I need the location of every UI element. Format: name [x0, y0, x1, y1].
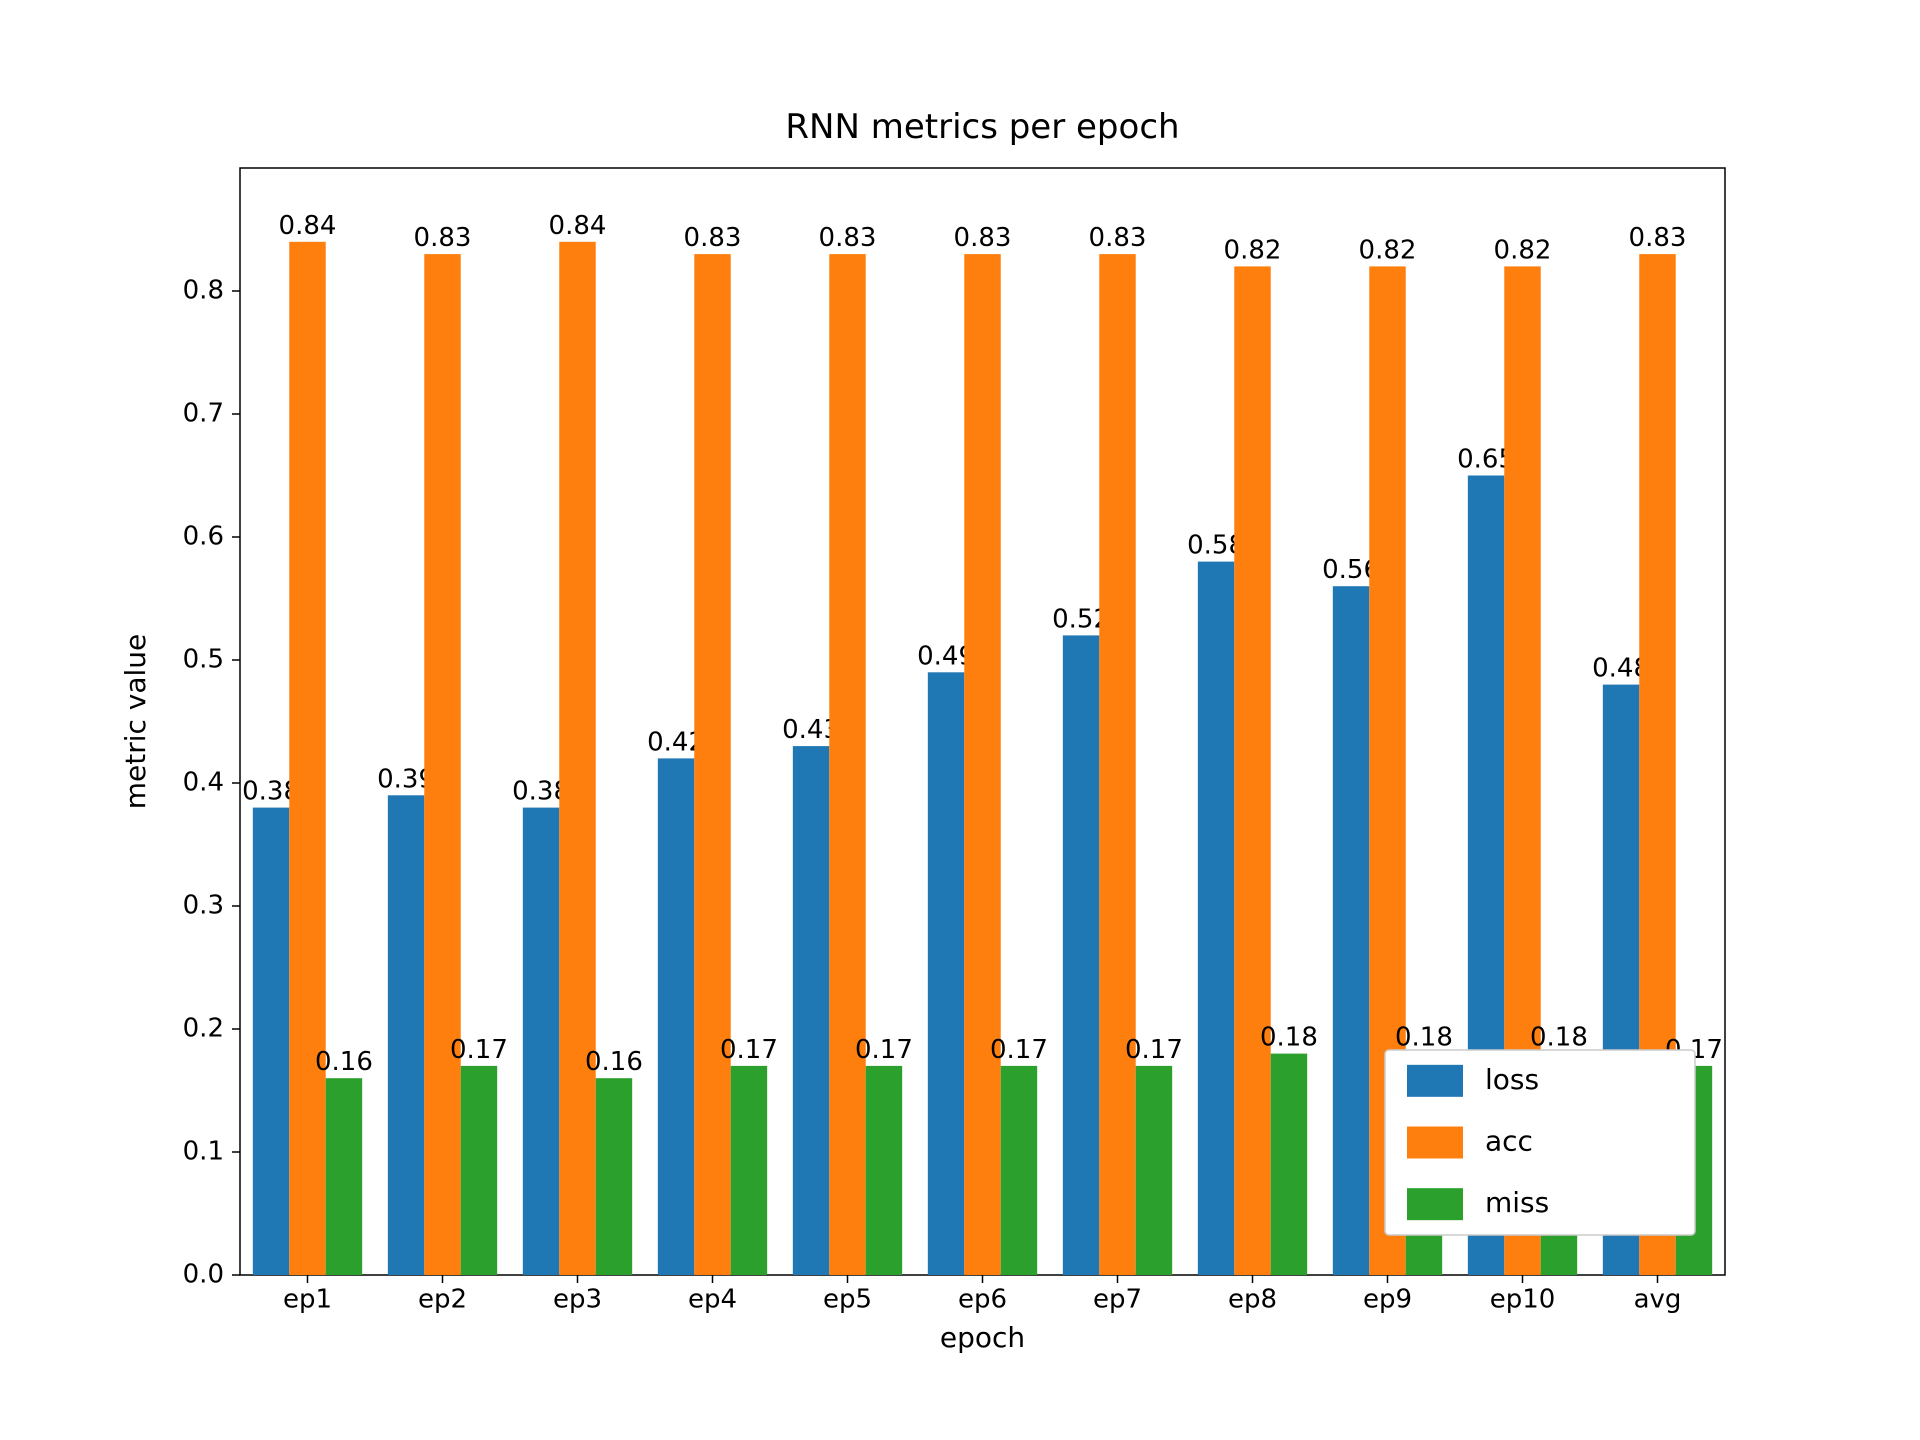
x-tick-label: avg [1634, 1284, 1682, 1314]
bar-value-label-miss: 0.17 [855, 1035, 913, 1065]
y-tick-label: 0.1 [183, 1137, 224, 1167]
bar-loss [1198, 562, 1234, 1275]
bar-acc [289, 242, 325, 1275]
y-tick-label: 0.0 [183, 1260, 224, 1290]
bar-miss [596, 1078, 632, 1275]
bar-loss [253, 808, 289, 1275]
bar-loss [1333, 586, 1369, 1275]
chart-title: RNN metrics per epoch [785, 107, 1179, 147]
bar-miss [326, 1078, 362, 1275]
x-tick-label: ep3 [553, 1284, 602, 1314]
y-tick-label: 0.2 [183, 1014, 224, 1044]
x-tick-label: ep5 [823, 1284, 872, 1314]
legend-swatch-acc [1407, 1127, 1463, 1159]
bar-value-label-miss: 0.17 [450, 1035, 508, 1065]
y-tick-label: 0.8 [183, 276, 224, 306]
bar-acc [559, 242, 595, 1275]
y-tick-label: 0.4 [183, 768, 224, 798]
chart-container: 0.0 0.1 0.2 0.3 0.4 0.5 0.6 0.7 0.8 ep1 ep2 ep3 ep4 e… [0, 0, 1920, 1440]
bar-acc [1234, 266, 1270, 1275]
bar-value-label-acc: 0.83 [414, 223, 472, 253]
bar-value-label-miss: 0.16 [315, 1047, 373, 1077]
x-tick-label: ep9 [1363, 1284, 1412, 1314]
legend-label-miss: miss [1485, 1186, 1549, 1219]
legend-swatch-miss [1407, 1188, 1463, 1220]
x-tick-label: ep2 [418, 1284, 467, 1314]
bar-value-label-acc: 0.82 [1359, 235, 1417, 265]
bar-value-label-acc: 0.83 [819, 223, 877, 253]
bar-value-label-acc: 0.84 [279, 211, 337, 241]
bar-acc [424, 254, 460, 1275]
x-tick-label: ep4 [688, 1284, 737, 1314]
bar-loss [388, 795, 424, 1275]
bar-loss [658, 758, 694, 1275]
bar-value-label-miss: 0.16 [585, 1047, 643, 1077]
bar-loss [1063, 635, 1099, 1275]
y-axis-label: metric value [119, 634, 152, 810]
bar-chart: 0.0 0.1 0.2 0.3 0.4 0.5 0.6 0.7 0.8 ep1 ep2 ep3 ep4 e… [0, 0, 1920, 1440]
y-tick-label: 0.3 [183, 891, 224, 921]
bar-value-label-miss: 0.17 [990, 1035, 1048, 1065]
bar-value-label-acc: 0.83 [684, 223, 742, 253]
bar-value-label-acc: 0.83 [1629, 223, 1687, 253]
bar-value-label-miss: 0.18 [1395, 1023, 1453, 1053]
bar-value-label-acc: 0.83 [954, 223, 1012, 253]
y-tick-label: 0.7 [183, 399, 224, 429]
x-axis-label: epoch [940, 1321, 1025, 1354]
legend-label-loss: loss [1485, 1063, 1539, 1096]
bar-value-label-acc: 0.82 [1224, 235, 1282, 265]
bar-acc [1099, 254, 1135, 1275]
legend-label-acc: acc [1485, 1125, 1533, 1158]
bar-value-label-acc: 0.82 [1494, 235, 1552, 265]
bar-acc [829, 254, 865, 1275]
bar-miss [1001, 1066, 1037, 1275]
bar-value-label-miss: 0.17 [1125, 1035, 1183, 1065]
bar-value-label-acc: 0.83 [1089, 223, 1147, 253]
x-tick-label: ep1 [283, 1284, 332, 1314]
y-tick-label: 0.5 [183, 645, 224, 675]
x-tick-label: ep10 [1490, 1284, 1556, 1314]
bar-miss [461, 1066, 497, 1275]
bar-miss [731, 1066, 767, 1275]
bar-miss [1271, 1054, 1307, 1275]
x-tick-label: ep7 [1093, 1284, 1142, 1314]
bar-miss [1136, 1066, 1172, 1275]
bar-loss [928, 672, 964, 1275]
bar-value-label-miss: 0.18 [1530, 1023, 1588, 1053]
bar-loss [523, 808, 559, 1275]
bar-value-label-miss: 0.18 [1260, 1023, 1318, 1053]
x-tick-label: ep8 [1228, 1284, 1277, 1314]
bar-value-label-acc: 0.84 [549, 211, 607, 241]
bar-loss [793, 746, 829, 1275]
x-tick-label: ep6 [958, 1284, 1007, 1314]
legend-swatch-loss [1407, 1065, 1463, 1097]
y-tick-label: 0.6 [183, 522, 224, 552]
bar-value-label-miss: 0.17 [720, 1035, 778, 1065]
bar-acc [694, 254, 730, 1275]
bar-miss [866, 1066, 902, 1275]
legend: loss acc miss [1385, 1050, 1695, 1235]
bar-acc [964, 254, 1000, 1275]
